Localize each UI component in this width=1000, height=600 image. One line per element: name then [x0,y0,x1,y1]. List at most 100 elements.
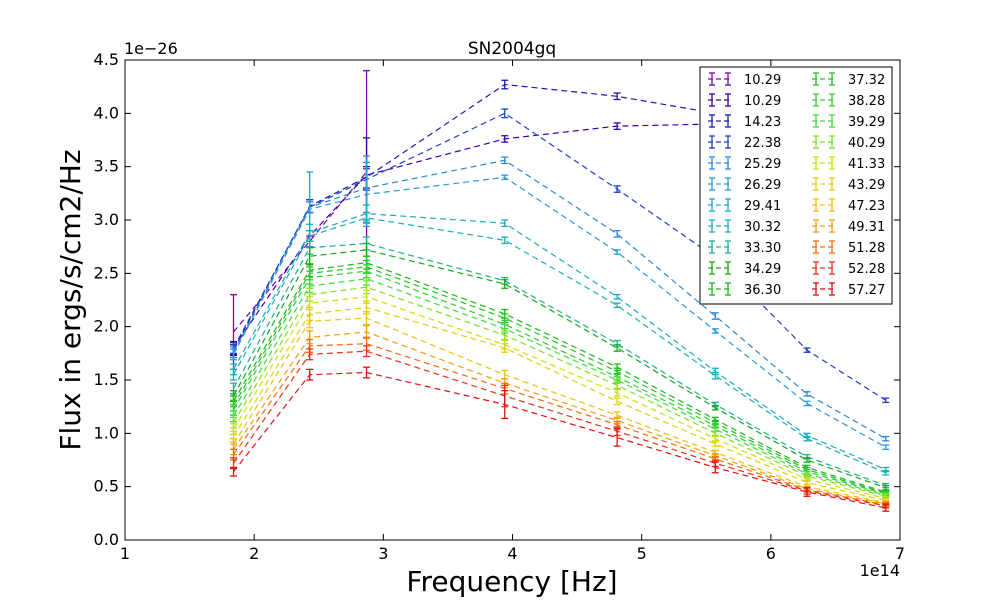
error-bar [363,366,371,379]
legend-item: 22.38 [708,135,781,151]
legend-label: 29.41 [744,199,781,214]
error-bar [803,457,811,463]
legend-label: 40.29 [848,136,885,151]
error-bar [501,174,509,181]
error-bar [501,390,509,420]
error-bar [803,391,811,397]
error-bar [613,122,621,130]
x-axis-label: Frequency [Hz] [406,565,617,598]
error-bar [711,430,719,437]
series-line-5 [232,176,887,448]
series-line-18 [233,331,886,505]
series-line-6 [232,212,887,471]
legend-item: 43.29 [812,177,885,193]
x-offset-label: 1e14 [860,561,900,580]
y-tick-label: 1.5 [94,370,119,389]
error-bar [363,211,371,224]
error-bar [613,294,621,300]
error-bar [230,368,237,381]
error-bar [711,435,719,442]
legend-item: 10.29 [708,72,781,88]
error-bar [613,230,621,238]
error-bar [882,504,890,512]
chart-title: SN2004gq [468,39,556,59]
error-bar [803,435,811,442]
error-bar [501,343,509,353]
series-line-1 [233,123,716,349]
y-tick-label: 2.0 [94,317,119,336]
legend-item: 14.23 [708,114,781,130]
y-tick-label: 4.0 [94,103,119,122]
error-bar [711,441,719,447]
legend-label: 33.30 [744,241,781,256]
error-bar [711,312,719,320]
series-line-3 [232,112,887,401]
legend-label: 26.29 [744,178,781,193]
legend-item: 41.33 [812,156,885,172]
error-bar [882,444,890,450]
x-tick-label: 1 [120,544,130,563]
series-14 [230,280,890,500]
series-20 [230,345,890,509]
x-tick-label: 5 [637,544,647,563]
y-tick-label: 3.0 [94,210,119,229]
legend-item: 33.30 [708,240,781,256]
x-tick-label: 2 [249,544,259,563]
legend-item: 57.27 [812,282,885,298]
y-axis-label: Flux in ergs/s/cm2/Hz [54,149,87,450]
legend-item: 26.29 [708,177,781,193]
series-line-4 [232,159,887,440]
error-bar [711,461,719,474]
error-bar [501,108,509,119]
error-bar [803,487,811,497]
error-bar [501,330,509,341]
legend-item: 29.41 [708,198,781,214]
axes-layer: 1 2 3 4 5 6 7 0.0 0.5 1.0 1.5 2.0 2.5 3.0 3.5 4.0 4.5 [94,50,906,563]
error-bar [711,371,719,380]
series-line-17 [232,317,886,504]
series-line-16 [232,306,886,502]
error-bar [501,279,509,289]
error-bar [501,236,509,245]
legend-label: 25.29 [744,157,781,172]
error-bar [882,435,890,442]
error-bar [306,314,314,329]
legend: 10.29 10.29 14.23 22.38 25.29 26.29 29.41 30.32… [699,66,893,305]
series-line-21 [233,371,886,509]
series-line-14 [232,286,886,497]
error-bar [363,311,371,326]
error-bar [613,344,621,352]
series-18 [230,324,890,507]
series-9 [230,242,890,491]
series-line-9 [232,249,886,489]
error-bar [711,328,719,334]
error-bar [613,388,621,397]
legend-label: 57.27 [848,283,885,298]
series-line-12 [232,270,886,495]
legend-label: 43.29 [848,178,885,193]
legend-label: 41.33 [848,157,885,172]
legend-item: 34.29 [708,261,781,277]
series-7 [230,211,890,476]
error-bar [803,400,811,407]
series-1 [230,120,719,356]
error-bar [613,185,621,193]
legend-item: 10.29 [708,93,781,109]
error-bar [501,156,509,165]
error-bar [882,397,890,404]
series-line-7 [232,217,887,474]
series-15 [230,289,890,502]
legend-box [699,66,893,305]
legend-label: 51.28 [848,241,885,256]
error-bar [501,219,509,228]
x-tick-label: 4 [507,544,517,563]
error-bar [803,347,811,353]
legend-label: 10.29 [744,94,781,109]
series-line-8 [232,242,887,487]
series-5 [230,161,890,450]
x-tick-label: 6 [766,544,776,563]
legend-label: 30.32 [744,220,781,235]
y-tick-label: 4.5 [94,50,119,69]
error-bar [711,404,719,411]
